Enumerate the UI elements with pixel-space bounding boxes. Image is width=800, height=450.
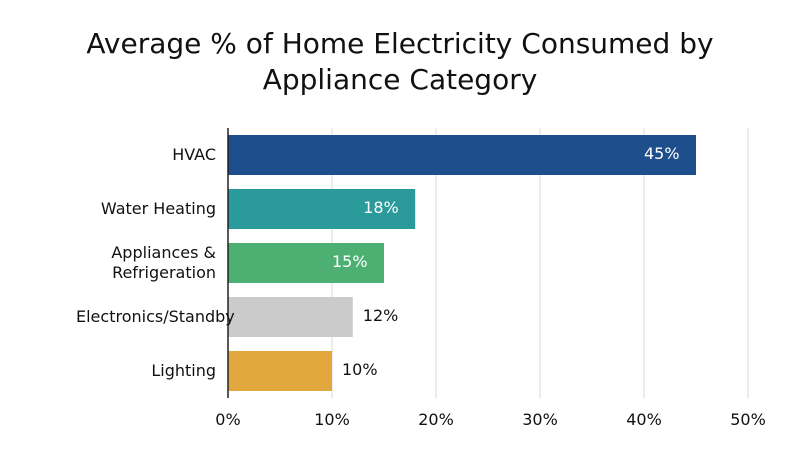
bar xyxy=(228,297,353,337)
value-label: 12% xyxy=(362,306,399,325)
bar xyxy=(228,351,332,391)
x-tick-label: 30% xyxy=(522,410,558,429)
y-tick-label: Electronics/Standby xyxy=(76,307,235,326)
value-label: 18% xyxy=(363,198,399,217)
bar xyxy=(228,135,696,175)
y-tick-label: Lighting xyxy=(151,361,216,380)
x-tick-label: 40% xyxy=(626,410,662,429)
x-tick-label: 10% xyxy=(314,410,350,429)
value-label: 10% xyxy=(342,360,378,379)
x-tick-label: 20% xyxy=(418,410,454,429)
x-tick-label: 0% xyxy=(215,410,241,429)
value-label: 15% xyxy=(332,252,368,271)
chart-title: Average % of Home Electricity Consumed b… xyxy=(86,27,714,96)
y-tick-label: HVAC xyxy=(172,145,216,164)
value-label: 45% xyxy=(644,144,680,163)
x-tick-label: 50% xyxy=(730,410,766,429)
bar xyxy=(228,189,416,229)
bar xyxy=(228,243,384,283)
y-tick-label: Appliances & Refrigeration xyxy=(111,243,216,282)
y-tick-label: Water Heating xyxy=(100,199,216,218)
